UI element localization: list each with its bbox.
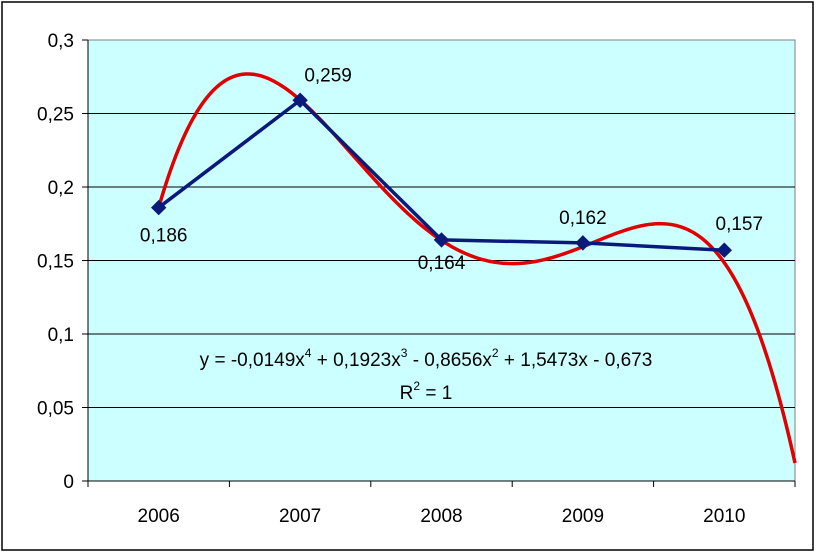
gridlines <box>88 113 795 408</box>
r-squared-value: = 1 <box>420 383 452 404</box>
data-label: 0,186 <box>140 226 188 247</box>
data-label: 0,164 <box>418 253 466 274</box>
trendline-equation: y = -0,0149x4 + 0,1923x3 - 0,8656x2 + 1,… <box>200 346 653 371</box>
y-tick-label: 0,15 <box>37 252 74 273</box>
equation-part-1: y = -0,0149x <box>200 350 306 371</box>
series <box>150 92 733 258</box>
y-tick-label: 0 <box>63 472 74 493</box>
y-tick-label: 0,1 <box>48 325 74 346</box>
x-tick-label: 2009 <box>562 506 604 527</box>
x-tick-label: 2006 <box>138 506 180 527</box>
x-tick-label: 2007 <box>279 506 321 527</box>
data-point-marker <box>292 92 308 108</box>
equation-part-4: + 1,5473x - 0,673 <box>499 350 653 371</box>
y-tick-label: 0,3 <box>48 31 74 52</box>
r-squared-prefix: R <box>400 383 414 404</box>
data-label: 0,157 <box>716 214 764 235</box>
data-point-marker <box>150 199 167 216</box>
r-squared: R2 = 1 <box>400 379 453 404</box>
equation-exp-1: 4 <box>305 346 312 360</box>
y-axis-tick-labels: 0 0,05 0,1 0,15 0,2 0,25 0,3 <box>37 31 74 493</box>
axes <box>82 39 796 487</box>
data-point-marker <box>716 242 733 258</box>
x-tick-label: 2010 <box>703 506 745 527</box>
data-point-marker <box>433 232 450 248</box>
equation-part-2: + 0,1923x <box>311 350 401 371</box>
y-tick-label: 0,05 <box>37 399 74 420</box>
equation-exp-3: 2 <box>492 346 499 360</box>
trendline-curve <box>157 72 797 464</box>
y-tick-label: 0,25 <box>37 105 74 126</box>
data-point-marker <box>575 235 591 251</box>
equation-part-3: - 0,8656x <box>407 350 492 371</box>
trendline <box>157 72 797 464</box>
r-squared-exp: 2 <box>413 379 420 393</box>
y-tick-label: 0,2 <box>48 178 74 199</box>
equation-exp-2: 3 <box>401 346 408 360</box>
x-axis-tick-labels: 2006 2007 2008 2009 2010 <box>138 506 746 527</box>
data-labels: 0,186 0,259 0,164 0,162 0,157 <box>140 65 763 274</box>
data-label: 0,162 <box>559 208 607 229</box>
data-label: 0,259 <box>304 65 352 86</box>
x-tick-label: 2008 <box>420 506 462 527</box>
